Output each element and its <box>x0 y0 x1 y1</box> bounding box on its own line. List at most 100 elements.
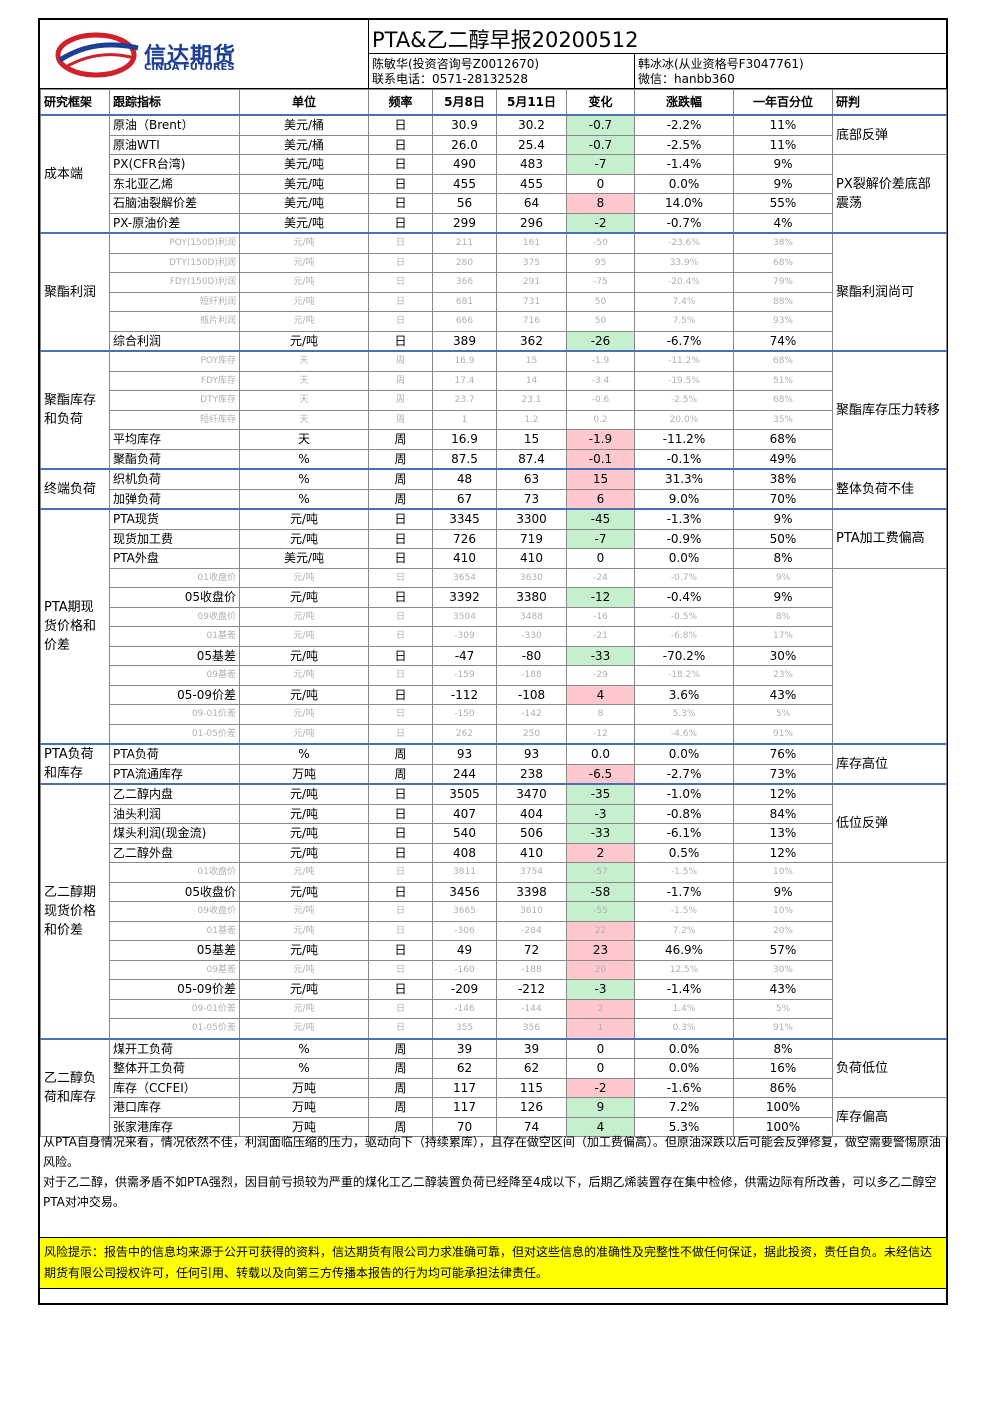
cell: -0.7% <box>634 567 734 588</box>
cell: 元/吨 <box>239 920 369 941</box>
cell: 726 <box>432 528 497 549</box>
cell: -7 <box>566 154 635 175</box>
cell: 元/吨 <box>239 587 369 608</box>
cell: % <box>239 488 369 510</box>
cell: 3.6% <box>634 684 734 705</box>
cell: 12.5% <box>634 959 734 980</box>
report: 信达期货 CINDA FUTURES PTA&乙二醇早报20200512 陈敏华… <box>38 18 948 1305</box>
cell: 7.2% <box>634 1097 734 1118</box>
cell: % <box>239 743 369 765</box>
cell: -1.0% <box>634 783 734 805</box>
cell: 46.9% <box>634 940 734 961</box>
cell: 日 <box>368 723 433 745</box>
cell: 周 <box>368 370 433 391</box>
cell: 4 <box>566 1116 635 1137</box>
cell: 日 <box>368 940 433 961</box>
cell: 日 <box>368 134 433 155</box>
cell: -1.4% <box>634 154 734 175</box>
cell: 91% <box>733 723 833 745</box>
cell: 1.4% <box>634 998 734 1019</box>
cell: 元/吨 <box>239 645 369 666</box>
cell: 1 <box>432 409 497 430</box>
cell: 72 <box>496 940 567 961</box>
table-row: PTA外盘 美元/吨日 410 410 0 0.0% 8% <box>41 548 947 569</box>
cell: -35 <box>566 783 635 805</box>
cell: 0.0% <box>634 548 734 569</box>
cell: 元/吨 <box>239 1018 369 1039</box>
cell: 日 <box>368 567 433 588</box>
cell: 日 <box>368 330 433 352</box>
indicator: 原油（Brent） <box>109 114 240 136</box>
cell: 87.4 <box>496 448 567 470</box>
section-name: 乙二醇负荷和库存 <box>40 1037 110 1137</box>
cell: 0.2 <box>566 409 635 430</box>
cell: 410 <box>496 842 567 863</box>
cell: 日 <box>368 528 433 549</box>
cell: 万吨 <box>239 1077 369 1098</box>
cell: -19.5% <box>634 370 734 391</box>
cell: 天 <box>239 409 369 430</box>
cell: 日 <box>368 311 433 332</box>
cell: -212 <box>496 979 567 1000</box>
cell: -2.5% <box>634 390 734 411</box>
cell: -2 <box>566 212 635 234</box>
cell: 周 <box>368 429 433 450</box>
cell: 9% <box>733 508 833 530</box>
indicator: 综合利润 <box>109 330 240 352</box>
cell: 366 <box>432 272 497 293</box>
cell: 日 <box>368 508 433 530</box>
table-row: 东北亚乙烯 美元/吨日 455 455 0 0.0% 9% <box>41 173 947 194</box>
cell: -160 <box>432 959 497 980</box>
cell: 57% <box>733 940 833 961</box>
cell: 元/吨 <box>239 704 369 725</box>
indicator: 整体开工负荷 <box>109 1058 240 1079</box>
cell: 8% <box>733 1037 833 1059</box>
cell: 日 <box>368 862 433 883</box>
cell: 元/吨 <box>239 272 369 293</box>
judgement: 聚酯库存压力转移 <box>832 350 947 470</box>
cell: 1 <box>566 1018 635 1039</box>
cell: 126 <box>496 1097 567 1118</box>
cell: 299 <box>432 212 497 234</box>
table-row: 煤头利润(现金流) 元/吨日 540 506 -33 -6.1% 13% <box>41 823 947 844</box>
cell: -1.9 <box>566 350 635 372</box>
table-row: PTA流通库存 万吨周 244 238 -6.5 -2.7% 73% <box>41 763 947 785</box>
cell: -4.6% <box>634 723 734 745</box>
indicator: 01-05价差 <box>109 723 240 745</box>
cell: 3610 <box>496 901 567 922</box>
cell: 68% <box>733 390 833 411</box>
cell: 3380 <box>496 587 567 608</box>
judgement: 库存高位 <box>832 743 947 785</box>
cell: 11% <box>733 114 833 136</box>
table-row: PTA期现货价格和价差 PTA现货 元/吨日 3345 3300 -45 -1.3% 9% PT… <box>40 508 947 745</box>
table-row: 09收盘价 元/吨日 3504 3488 -16 -0.5% 8% <box>41 606 947 627</box>
indicator: 09基差 <box>109 959 240 980</box>
cell: 元/吨 <box>239 291 369 312</box>
cell: 周 <box>368 468 433 490</box>
cell: -1.3% <box>634 508 734 530</box>
cell: 周 <box>368 763 433 785</box>
cell: 100% <box>733 1116 833 1137</box>
cell: 元/吨 <box>239 626 369 647</box>
cell: 3392 <box>432 587 497 608</box>
cell: -20.4% <box>634 272 734 293</box>
cell: 0.3% <box>634 1018 734 1039</box>
indicator: 01基差 <box>109 626 240 647</box>
cell: 38% <box>733 232 833 254</box>
indicator: 聚酯负荷 <box>109 448 240 470</box>
cell: 元/吨 <box>239 881 369 902</box>
cell: 日 <box>368 704 433 725</box>
cell: 0 <box>566 1037 635 1059</box>
cell: -33 <box>566 823 635 844</box>
cell: 244 <box>432 763 497 785</box>
cell: 天 <box>239 350 369 372</box>
cell: 日 <box>368 291 433 312</box>
cell: 5.3% <box>634 704 734 725</box>
cell: 410 <box>432 548 497 569</box>
cell: 0 <box>566 173 635 194</box>
cell: 元/吨 <box>239 803 369 824</box>
cell: 70 <box>432 1116 497 1137</box>
cell: 408 <box>432 842 497 863</box>
cell: 356 <box>496 1018 567 1039</box>
table-row: 05-09价差 元/吨日 -112 -108 4 3.6% 43% <box>41 684 947 705</box>
